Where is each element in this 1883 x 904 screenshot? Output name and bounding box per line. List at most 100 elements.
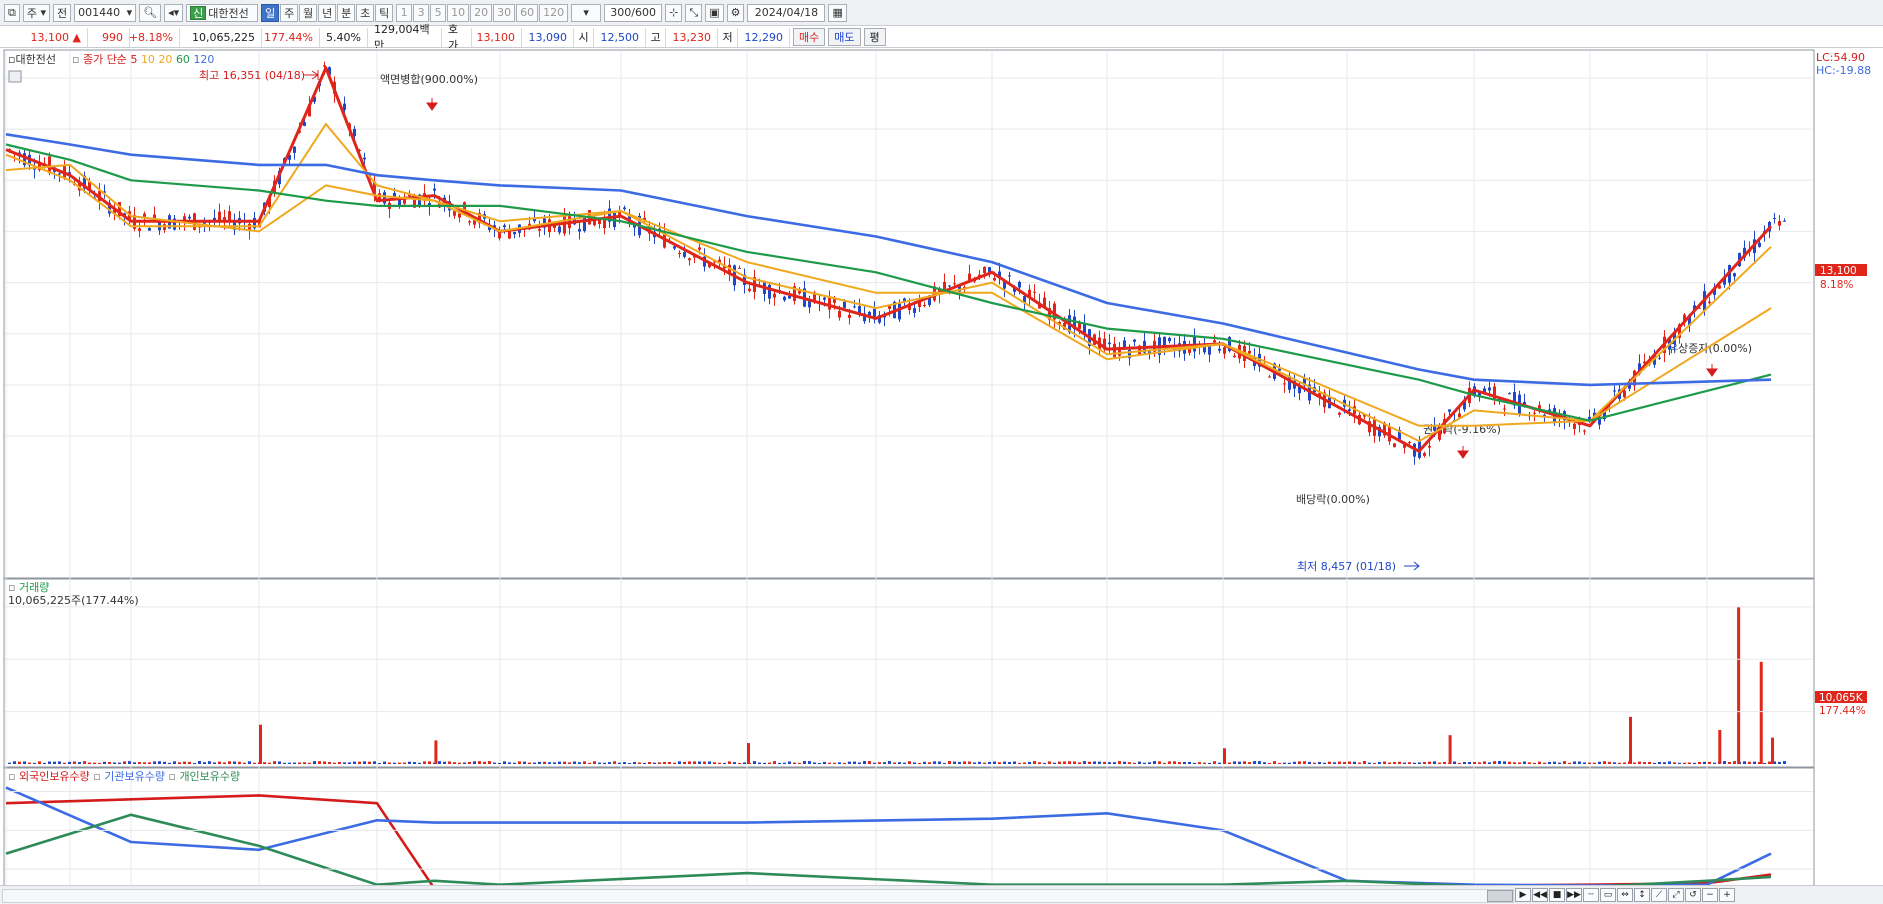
horizontal-scrollbar[interactable] <box>2 889 1514 903</box>
data-count-input[interactable]: 300/600 <box>604 3 663 22</box>
candle-body <box>1583 430 1586 432</box>
layout-icon[interactable]: ⧉ <box>4 3 20 22</box>
zoom-in-icon[interactable]: + <box>1719 888 1735 902</box>
period-type-select[interactable]: 주 ▾ <box>22 3 51 22</box>
average-button[interactable]: 평 <box>863 28 886 46</box>
interval-tab-20[interactable]: 20 <box>470 3 493 22</box>
stop-icon[interactable]: ■ <box>1549 888 1565 902</box>
candle-body <box>1368 421 1371 433</box>
trade-amount: 129,004백만 <box>368 23 442 52</box>
period-tab-2[interactable]: 월 <box>299 3 318 22</box>
ma10-label: 10 <box>141 53 155 66</box>
line-tool-icon[interactable]: ⟋ <box>1651 888 1667 902</box>
period-tab-4[interactable]: 분 <box>337 3 356 22</box>
forward-icon[interactable]: ▶▶ <box>1566 888 1582 902</box>
candle-body <box>1493 386 1496 399</box>
sound-icon[interactable]: ◂▾ <box>164 3 184 22</box>
volume-bar-minor <box>1288 762 1291 764</box>
candle-body <box>83 175 86 189</box>
volume-bar-minor <box>1658 761 1661 764</box>
volume-bar-minor <box>483 761 486 764</box>
candle-body <box>1523 401 1526 405</box>
foreign-holdings-label: 외국인보유수량 <box>19 770 90 783</box>
candle-body <box>983 266 986 273</box>
sell-button[interactable]: 매도 <box>828 28 861 46</box>
period-tab-5[interactable]: 초 <box>356 3 375 22</box>
interval-tab-30[interactable]: 30 <box>493 3 516 22</box>
volume-bar-minor <box>498 762 501 764</box>
stock-name-box[interactable]: 신 대한전선 <box>186 3 259 22</box>
candle-body <box>1428 445 1431 448</box>
candle-body <box>1483 388 1486 395</box>
volume-bar-minor <box>238 761 241 764</box>
volume-bar-minor <box>678 761 681 764</box>
all-button[interactable]: 전 <box>53 3 72 22</box>
candle-body <box>1613 390 1616 392</box>
volume-bar-minor <box>1543 762 1546 764</box>
zoom-fit-icon[interactable]: ▭ <box>1600 888 1616 902</box>
volume-bar-minor <box>173 761 176 764</box>
candle-body <box>373 181 376 193</box>
interval-tab-120[interactable]: 120 <box>539 3 569 22</box>
save-icon[interactable]: ▣ <box>705 3 724 22</box>
stock-code-input[interactable]: 001440 ▾ <box>74 3 137 22</box>
scale-icon[interactable]: ↕ <box>1634 888 1650 902</box>
volume-bar-minor <box>1208 762 1211 764</box>
search-icon[interactable]: 🔍︎ <box>139 3 162 22</box>
volume-bar <box>1771 737 1775 764</box>
interval-tab-1[interactable]: 1 <box>396 3 413 22</box>
volume-bar-minor <box>563 761 566 764</box>
volume-bar-minor <box>1313 762 1316 764</box>
candle-body <box>578 229 581 232</box>
candle-body <box>823 297 826 300</box>
volume-bar-minor <box>1008 761 1011 764</box>
period-tab-0[interactable]: 일 <box>261 3 280 22</box>
candle-body <box>203 222 206 224</box>
interval-tab-10[interactable]: 10 <box>447 3 470 22</box>
zoom-out-icon[interactable]: − <box>1702 888 1718 902</box>
settings-icon[interactable]: ⚙ <box>726 3 745 22</box>
calendar-icon[interactable]: ▦ <box>828 3 847 22</box>
draw-tools-icon[interactable]: ┄ <box>1583 888 1599 902</box>
candle-body <box>1643 361 1646 364</box>
period-tab-6[interactable]: 틱 <box>375 3 394 22</box>
quote-bar: 13,100 ▲ 990 +8.18% 10,065,225 177.44% 5… <box>0 23 1883 52</box>
crosshair-icon[interactable]: ⊹ <box>665 3 683 22</box>
volume-bar-minor <box>663 762 666 764</box>
period-tab-1[interactable]: 주 <box>280 3 299 22</box>
interval-tab-3[interactable]: 3 <box>413 3 430 22</box>
volume-bar-minor <box>413 762 416 764</box>
interval-dropdown[interactable]: ▾ <box>571 3 602 22</box>
candle-body <box>303 122 306 126</box>
interval-tab-5[interactable]: 5 <box>430 3 447 22</box>
volume-bar-minor <box>608 762 611 764</box>
scrollbar-thumb[interactable] <box>1487 890 1513 902</box>
rewind-icon[interactable]: ◀◀ <box>1532 888 1548 902</box>
reset-icon[interactable]: ↺ <box>1685 888 1701 902</box>
fullscreen-icon[interactable]: ⤢ <box>1668 888 1684 902</box>
interval-tabs: 1 3 5 10 20 30 60 120 <box>396 3 569 22</box>
volume-bar-minor <box>1353 761 1356 764</box>
zoom-icon[interactable]: ⤡ <box>685 3 703 22</box>
interval-tab-60[interactable]: 60 <box>516 3 539 22</box>
volume-bar-minor <box>668 762 671 764</box>
holdings-panel-frame <box>3 767 1815 885</box>
candle-body <box>1053 303 1056 320</box>
price-value: 13,100 <box>30 30 70 44</box>
volume-bar-minor <box>1118 761 1121 764</box>
candle-body <box>1223 347 1226 354</box>
volume-bar-minor <box>933 761 936 764</box>
volume-bar-minor <box>293 762 296 764</box>
candle-body <box>1073 316 1076 330</box>
volume-bar-minor <box>1043 762 1046 764</box>
play-icon[interactable]: ▶ <box>1515 888 1531 902</box>
shrink-icon[interactable]: ⇔ <box>1617 888 1633 902</box>
period-tab-3[interactable]: 년 <box>318 3 337 22</box>
buy-button[interactable]: 매수 <box>793 28 826 46</box>
candle-body <box>998 271 1001 277</box>
ma-line-10 <box>5 123 1772 443</box>
stock-chart[interactable]: ▫대한전선 ▫ 종가 단순 5 10 20 60 120 LC:54.90 HC… <box>0 48 1883 885</box>
date-input[interactable]: 2024/04/18 <box>747 3 826 22</box>
panel-menu-icon[interactable] <box>8 70 22 83</box>
volume-bar-minor <box>753 761 756 764</box>
